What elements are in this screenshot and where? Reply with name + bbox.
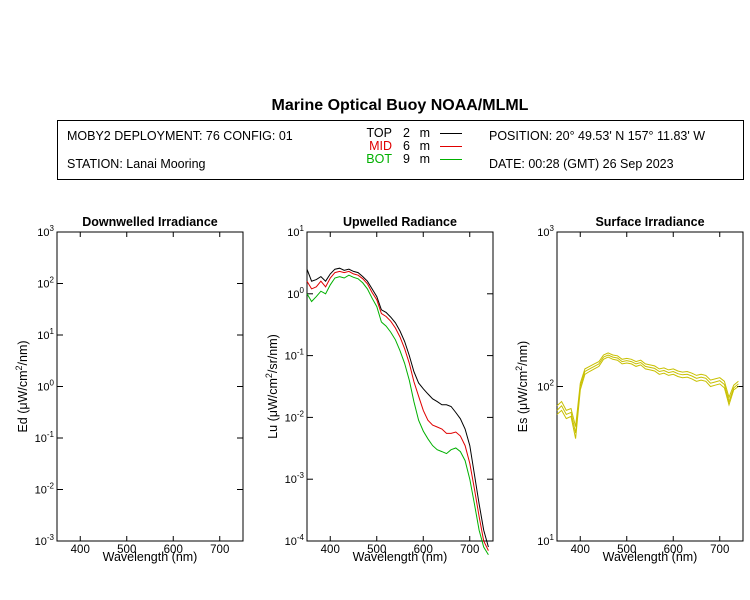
plot-frame <box>306 231 494 542</box>
depth-legend-label: TOP <box>366 126 392 140</box>
x-tick-label: 600 <box>414 544 433 556</box>
depth-legend-unit: m <box>419 152 430 166</box>
depth-legend-label: MID <box>369 139 392 153</box>
y-tick-label: 103 <box>537 224 554 239</box>
depth-legend-label: BOT <box>366 152 392 166</box>
date-label: DATE: 00:28 (GMT) 26 Sep 2023 <box>489 157 674 171</box>
y-tick-label: 10-2 <box>285 409 305 424</box>
x-tick-label: 700 <box>210 544 229 556</box>
depth-legend-value: 6 <box>403 139 410 153</box>
x-tick-label: 400 <box>571 544 590 556</box>
x-tick-label: 600 <box>664 544 683 556</box>
position-label: POSITION: 20° 49.53' N 157° 11.83' W <box>489 129 706 143</box>
chart-upwelled: Upwelled Radiance Wavelength (nm) Lu (μW/c… <box>264 215 494 564</box>
y-axis-label: Lu (μW/cm2/sr/nm) <box>264 334 280 439</box>
depth-legend-top: TOP 2 m <box>364 126 462 140</box>
info-box: MOBY2 DEPLOYMENT: 76 CONFIG: 01 STATION:… <box>57 120 744 180</box>
series-line-top-0 <box>306 267 489 548</box>
plot-frame <box>556 231 744 542</box>
chart-surface: Surface Irradiance Wavelength (nm) Es (μW/… <box>514 215 744 564</box>
y-axis-label: Ed (μW/cm2/nm) <box>14 340 30 432</box>
chart-title: Surface Irradiance <box>595 215 704 229</box>
depth-legend-unit: m <box>419 139 430 153</box>
depth-legend-line <box>440 133 462 135</box>
y-tick-label: 10-2 <box>35 482 55 497</box>
series-line-es-1 <box>556 354 739 434</box>
depth-legend-unit: m <box>419 126 430 140</box>
depth-legend-bot: BOT 9 m <box>364 152 462 166</box>
depth-legend-mid: MID 6 m <box>364 139 462 153</box>
y-tick-label: 102 <box>37 276 54 291</box>
deployment-label: MOBY2 DEPLOYMENT: 76 CONFIG: 01 <box>67 129 293 143</box>
chart-title: Downwelled Irradiance <box>82 215 218 229</box>
chart-main-title: Marine Optical Buoy NOAA/MLML <box>271 97 529 114</box>
x-tick-label: 500 <box>367 544 386 556</box>
depth-legend-value: 2 <box>403 126 410 140</box>
y-axis-label: Es (μW/cm2/nm) <box>514 341 530 432</box>
depth-legend-value: 9 <box>403 152 410 166</box>
x-tick-label: 600 <box>164 544 183 556</box>
x-axis-label: Wavelength (nm) <box>353 550 448 564</box>
plot-frame <box>56 231 244 542</box>
x-tick-label: 700 <box>710 544 729 556</box>
y-tick-label: 10-4 <box>285 533 305 548</box>
chart-downwelled: Downwelled Irradiance Wavelength (nm) Ed (… <box>14 215 244 564</box>
series-line-es-2 <box>556 356 739 439</box>
series-line-mid-1 <box>306 270 489 551</box>
y-tick-label: 10-1 <box>285 348 305 363</box>
y-tick-label: 100 <box>37 379 54 394</box>
y-tick-label: 103 <box>37 224 54 239</box>
y-tick-label: 101 <box>287 224 304 239</box>
y-tick-label: 101 <box>37 327 54 342</box>
y-tick-label: 10-3 <box>285 471 305 486</box>
x-tick-label: 700 <box>460 544 479 556</box>
y-tick-label: 10-1 <box>35 430 55 445</box>
x-tick-label: 400 <box>321 544 340 556</box>
series-line-es-0 <box>556 352 739 427</box>
x-axis-label: Wavelength (nm) <box>603 550 698 564</box>
chart-title: Upwelled Radiance <box>343 215 457 229</box>
depth-legend-line <box>440 146 462 148</box>
y-tick-label: 100 <box>287 286 304 301</box>
x-axis-label: Wavelength (nm) <box>103 550 198 564</box>
x-tick-label: 500 <box>617 544 636 556</box>
y-tick-label: 101 <box>537 533 554 548</box>
x-tick-label: 500 <box>117 544 136 556</box>
depth-legend-line <box>440 159 462 161</box>
station-label: STATION: Lanai Mooring <box>67 157 206 171</box>
series-line-bot-2 <box>306 274 489 555</box>
x-tick-label: 400 <box>71 544 90 556</box>
y-tick-label: 102 <box>537 379 554 394</box>
y-tick-label: 10-3 <box>35 533 55 548</box>
